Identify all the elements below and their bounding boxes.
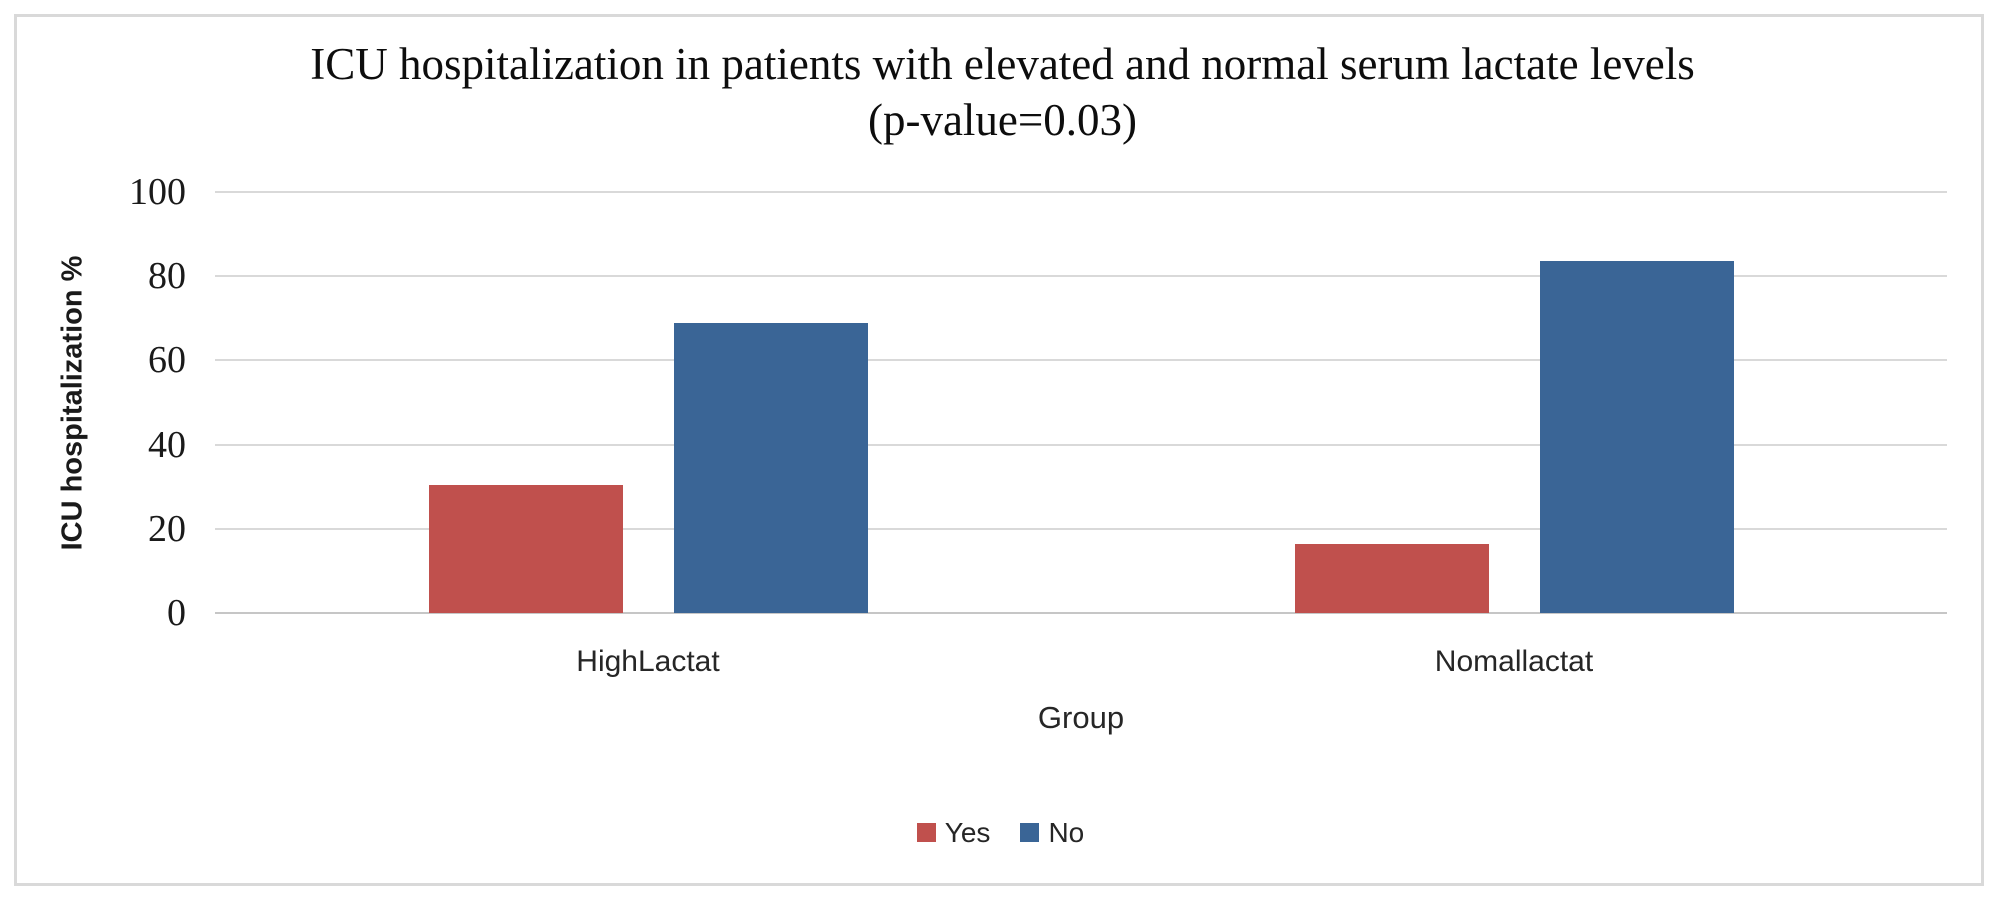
x-category-label-nomallactat: Nomallactat — [1434, 645, 1594, 678]
y-tick-label-80: 80 — [148, 255, 186, 298]
gridline-80 — [215, 275, 1947, 278]
y-tick-label-40: 40 — [148, 423, 186, 466]
legend-label-no: No — [1048, 816, 1085, 848]
x-category-label-highlactat: HighLactat — [576, 645, 720, 678]
chart-legend: Yes No — [0, 812, 2001, 852]
chart-title: ICU hospitalization in patients with ele… — [15, 36, 1990, 148]
gridline-0 — [215, 612, 1947, 614]
y-tick-label-100: 100 — [129, 171, 186, 213]
plot-area — [215, 191, 1947, 614]
gridline-100 — [215, 191, 1947, 193]
y-tick-label-0: 0 — [167, 592, 186, 634]
y-tick-label-60: 60 — [148, 339, 186, 382]
legend-item-yes: Yes — [916, 816, 991, 848]
chart-title-line-1: ICU hospitalization in patients with ele… — [310, 39, 1695, 89]
x-axis-title: Group — [1037, 700, 1125, 735]
gridline-20 — [215, 527, 1947, 530]
gridline-60 — [215, 359, 1947, 362]
bar-no-nomallactat — [1539, 261, 1734, 613]
legend-label-yes: Yes — [944, 816, 991, 848]
bar-yes-highlactat — [428, 484, 623, 613]
legend-item-no: No — [1020, 816, 1085, 848]
chart-title-line-2: (p-value=0.03) — [867, 95, 1138, 145]
gridline-40 — [215, 443, 1947, 446]
bar-yes-nomallactat — [1294, 543, 1489, 613]
legend-swatch-yes — [916, 822, 936, 842]
bar-no-highlactat — [673, 322, 868, 613]
y-tick-label-20: 20 — [148, 507, 186, 550]
legend-swatch-no — [1020, 822, 1040, 842]
